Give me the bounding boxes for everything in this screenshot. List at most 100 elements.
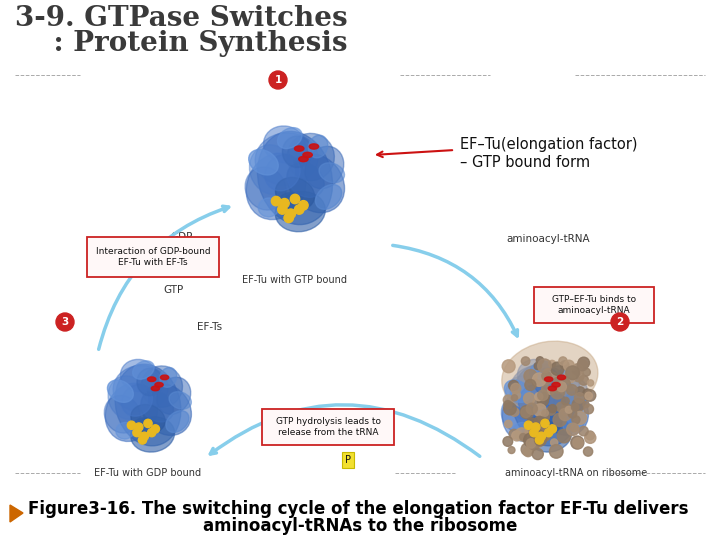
- Circle shape: [534, 434, 546, 446]
- Circle shape: [551, 385, 564, 399]
- Circle shape: [502, 360, 515, 373]
- Circle shape: [559, 408, 572, 421]
- Ellipse shape: [529, 418, 552, 438]
- Circle shape: [144, 419, 152, 428]
- Circle shape: [523, 393, 535, 404]
- Ellipse shape: [538, 392, 570, 422]
- Ellipse shape: [275, 192, 325, 232]
- Text: 3: 3: [61, 317, 68, 327]
- Ellipse shape: [282, 136, 312, 167]
- Ellipse shape: [303, 152, 312, 158]
- Text: GTP–EF-Tu binds to
aminoacyl-tRNA: GTP–EF-Tu binds to aminoacyl-tRNA: [552, 295, 636, 315]
- Circle shape: [549, 444, 563, 458]
- Circle shape: [524, 421, 533, 429]
- Circle shape: [583, 447, 593, 456]
- Ellipse shape: [265, 154, 300, 191]
- Ellipse shape: [249, 145, 294, 194]
- Circle shape: [526, 441, 534, 448]
- Circle shape: [505, 420, 512, 428]
- Ellipse shape: [132, 361, 154, 379]
- Circle shape: [577, 360, 588, 371]
- Circle shape: [561, 404, 572, 416]
- Ellipse shape: [552, 382, 560, 387]
- Circle shape: [508, 447, 515, 454]
- Circle shape: [510, 408, 519, 416]
- Circle shape: [511, 395, 518, 401]
- Ellipse shape: [513, 422, 531, 439]
- Circle shape: [541, 385, 550, 393]
- Circle shape: [534, 439, 542, 448]
- Ellipse shape: [530, 361, 552, 379]
- Ellipse shape: [120, 360, 157, 392]
- Circle shape: [562, 397, 570, 405]
- Ellipse shape: [287, 163, 324, 197]
- Ellipse shape: [113, 366, 168, 411]
- Text: EF–Tu(elongation factor): EF–Tu(elongation factor): [460, 137, 637, 152]
- Circle shape: [546, 407, 556, 415]
- Circle shape: [552, 382, 564, 393]
- Circle shape: [526, 418, 538, 430]
- Circle shape: [572, 399, 585, 411]
- Ellipse shape: [122, 384, 153, 416]
- Ellipse shape: [518, 384, 549, 416]
- Circle shape: [541, 372, 551, 381]
- Circle shape: [530, 428, 538, 437]
- Circle shape: [572, 370, 584, 382]
- Circle shape: [504, 401, 512, 409]
- Ellipse shape: [512, 364, 578, 446]
- FancyBboxPatch shape: [87, 237, 219, 277]
- Circle shape: [544, 428, 553, 437]
- Circle shape: [572, 416, 580, 424]
- Circle shape: [294, 205, 304, 214]
- Ellipse shape: [258, 198, 279, 217]
- Ellipse shape: [246, 153, 306, 220]
- Circle shape: [531, 423, 540, 431]
- Ellipse shape: [141, 384, 192, 435]
- Ellipse shape: [299, 157, 308, 161]
- Circle shape: [573, 438, 583, 448]
- Circle shape: [148, 428, 156, 437]
- Circle shape: [523, 433, 538, 447]
- Ellipse shape: [151, 386, 160, 391]
- Circle shape: [529, 440, 539, 450]
- Text: EF-Tu with GDP bound: EF-Tu with GDP bound: [94, 468, 202, 478]
- Circle shape: [503, 437, 513, 447]
- Ellipse shape: [105, 383, 158, 442]
- FancyBboxPatch shape: [534, 287, 654, 323]
- Ellipse shape: [157, 377, 191, 414]
- Circle shape: [585, 431, 595, 440]
- Circle shape: [538, 359, 552, 373]
- Circle shape: [557, 382, 567, 392]
- Circle shape: [575, 387, 585, 396]
- Circle shape: [539, 427, 552, 440]
- Text: GTP: GTP: [163, 285, 183, 295]
- Circle shape: [575, 393, 585, 403]
- Circle shape: [526, 438, 536, 448]
- Circle shape: [550, 373, 557, 379]
- Circle shape: [557, 377, 570, 391]
- Circle shape: [567, 384, 577, 395]
- Circle shape: [541, 419, 549, 428]
- Ellipse shape: [528, 417, 572, 452]
- Circle shape: [567, 423, 579, 435]
- Ellipse shape: [115, 364, 181, 446]
- Circle shape: [573, 411, 587, 424]
- Ellipse shape: [315, 185, 342, 210]
- Circle shape: [534, 428, 548, 442]
- Ellipse shape: [141, 392, 174, 422]
- Circle shape: [533, 380, 539, 387]
- Ellipse shape: [557, 375, 566, 380]
- Circle shape: [138, 436, 147, 444]
- Circle shape: [127, 421, 135, 429]
- Circle shape: [278, 205, 287, 214]
- Text: aminoacyl-tRNA on ribosome: aminoacyl-tRNA on ribosome: [505, 468, 647, 478]
- Circle shape: [535, 430, 543, 437]
- Circle shape: [521, 357, 530, 366]
- Circle shape: [534, 362, 541, 370]
- Ellipse shape: [566, 392, 588, 409]
- Circle shape: [585, 432, 596, 443]
- Ellipse shape: [305, 146, 343, 188]
- Circle shape: [544, 369, 553, 377]
- Ellipse shape: [534, 368, 559, 396]
- Ellipse shape: [539, 384, 588, 435]
